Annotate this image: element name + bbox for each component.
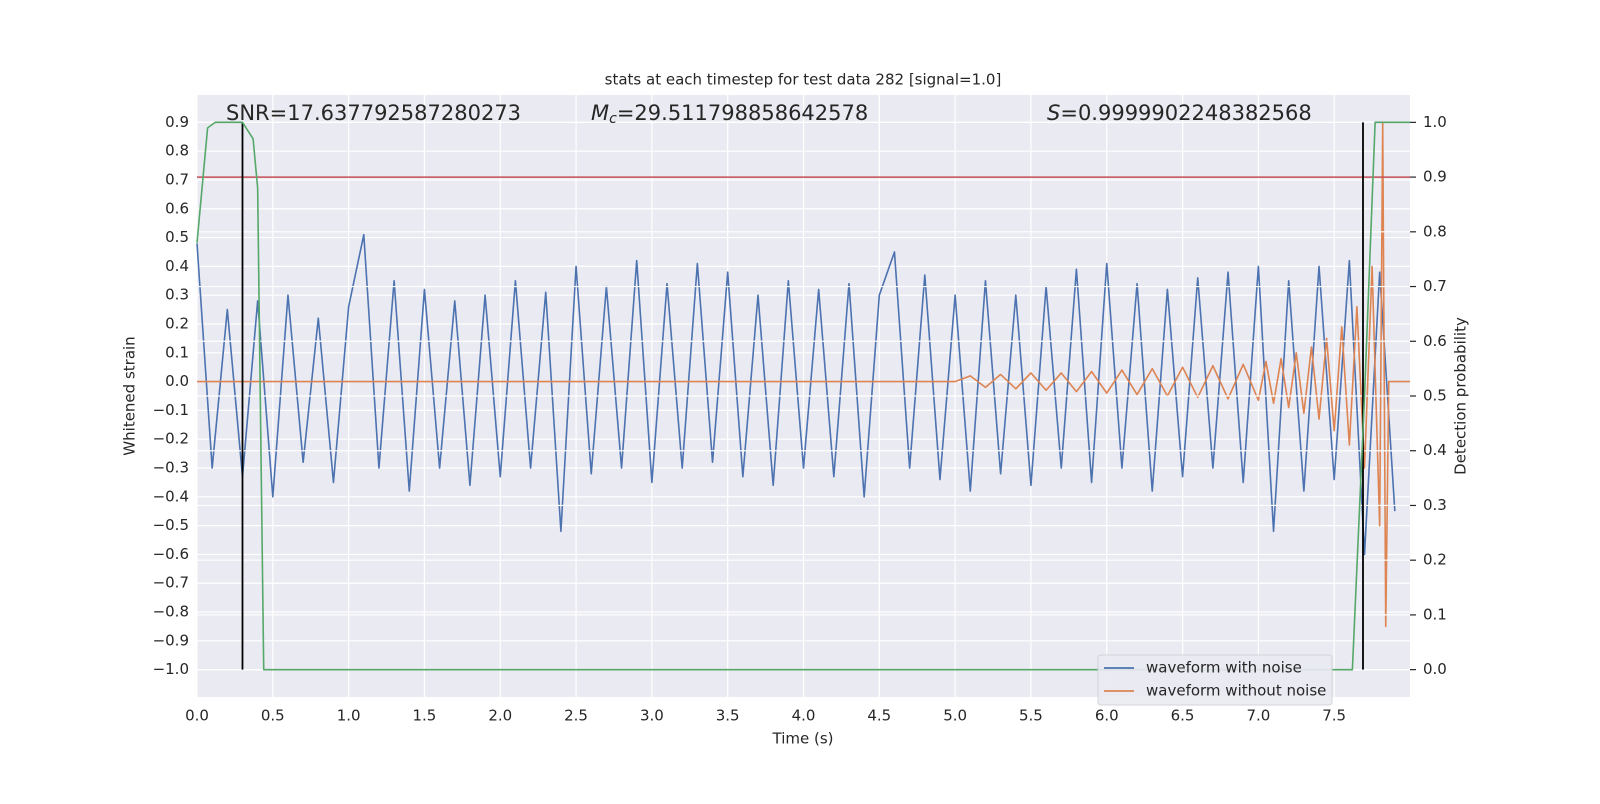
y-tick-label: 0.3 [165, 286, 189, 304]
y-tick-label: −0.3 [153, 459, 189, 477]
y-tick-label: −0.6 [153, 545, 189, 563]
y-tick-label: −0.1 [153, 401, 189, 419]
y-tick-label: 0.8 [165, 142, 189, 160]
y2-tick-label: 0.8 [1423, 222, 1447, 240]
y2-tick-label: 0.4 [1423, 441, 1447, 459]
y-tick-label: −1.0 [153, 660, 189, 678]
x-tick-label: 4.0 [792, 707, 816, 725]
y2-tick-label: 0.1 [1423, 605, 1447, 623]
chart-title: stats at each timestep for test data 282… [605, 71, 1002, 89]
series-line [197, 121, 1410, 628]
x-tick-label: 0.5 [261, 707, 285, 725]
y-tick-label: −0.4 [153, 487, 189, 505]
mc-subscript: c [609, 111, 617, 127]
s-annotation: S=0.9999902248382568 [1047, 101, 1312, 125]
y2-tick-label: 0.9 [1423, 168, 1447, 186]
x-tick-label: 6.0 [1095, 707, 1119, 725]
y-tick-label: −0.8 [153, 603, 189, 621]
s-symbol: S [1047, 101, 1060, 125]
y2-tick-label: 0.7 [1423, 277, 1447, 295]
y2-tick-label: 0.5 [1423, 387, 1447, 405]
y-tick-label: 0.0 [165, 372, 189, 390]
x-axis-label: Time (s) [772, 730, 834, 748]
x-tick-label: 3.5 [716, 707, 740, 725]
mc-symbol: M [591, 101, 609, 125]
series-line [196, 121, 1410, 671]
y-tick-label: 0.6 [165, 199, 189, 217]
y-tick-label: 0.7 [165, 170, 189, 188]
x-tick-label: 7.0 [1246, 707, 1270, 725]
s-value: =0.9999902248382568 [1060, 101, 1311, 125]
y-tick-label: −0.5 [153, 516, 189, 534]
x-tick-label: 3.0 [640, 707, 664, 725]
x-tick-label: 1.5 [413, 707, 437, 725]
mc-value: =29.511798858642578 [617, 101, 868, 125]
series-line [196, 233, 1396, 556]
y2-tick-label: 0.2 [1423, 551, 1447, 569]
y2-tick-label: 0.3 [1423, 496, 1447, 514]
y-tick-label: −0.2 [153, 430, 189, 448]
y2-tick-label: 1.0 [1423, 113, 1447, 131]
x-tick-label: 7.5 [1322, 707, 1346, 725]
legend-label: waveform with noise [1146, 659, 1302, 677]
legend-box [1097, 654, 1333, 706]
y2-tick-label: 0.0 [1423, 660, 1447, 678]
x-tick-label: 2.5 [564, 707, 588, 725]
x-tick-label: 6.5 [1171, 707, 1195, 725]
y2-axis-label: Detection probability [1452, 317, 1470, 475]
x-tick-label: 5.0 [943, 707, 967, 725]
x-tick-label: 5.5 [1019, 707, 1043, 725]
y-tick-label: 0.1 [165, 343, 189, 361]
y-tick-label: 0.2 [165, 314, 189, 332]
y-tick-label: −0.9 [153, 631, 189, 649]
y-tick-label: 0.9 [165, 113, 189, 131]
y2-tick-label: 0.6 [1423, 332, 1447, 350]
x-tick-label: 2.0 [488, 707, 512, 725]
y-tick-label: 0.4 [165, 257, 189, 275]
x-tick-label: 1.0 [337, 707, 361, 725]
y-tick-label: −0.7 [153, 574, 189, 592]
snr-annotation: SNR=17.637792587280273 [226, 101, 521, 125]
legend-label: waveform without noise [1146, 682, 1326, 700]
mc-annotation: Mc=29.511798858642578 [591, 101, 868, 127]
y-axis-label: Whitened strain [121, 336, 139, 455]
x-tick-label: 4.5 [867, 707, 891, 725]
x-tick-label: 0.0 [185, 707, 209, 725]
y-tick-label: 0.5 [165, 228, 189, 246]
